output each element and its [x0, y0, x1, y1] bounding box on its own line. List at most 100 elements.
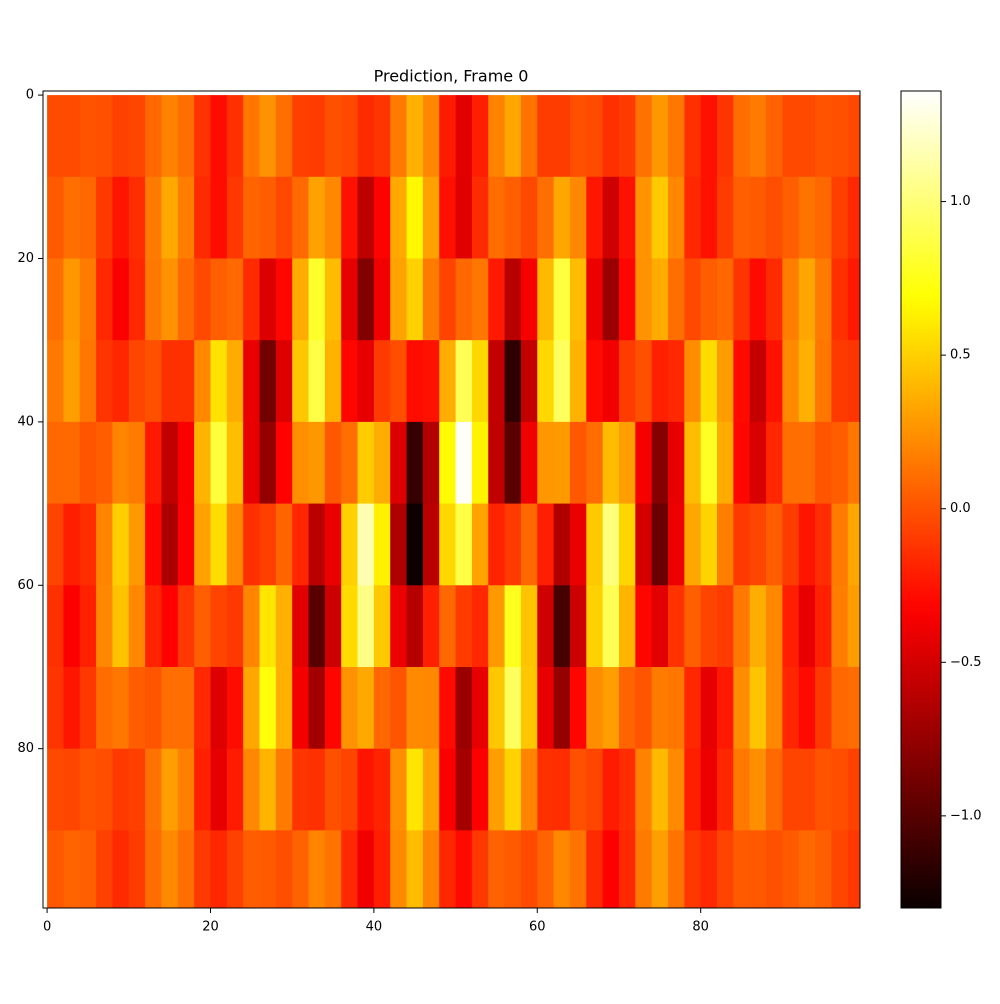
- heatmap-cell: [357, 666, 375, 750]
- heatmap-cell: [145, 176, 163, 260]
- heatmap-cell: [602, 830, 620, 908]
- heatmap-cell: [63, 748, 81, 831]
- heatmap-cell: [749, 503, 767, 586]
- heatmap-cell: [586, 830, 604, 908]
- heatmap-cell: [357, 748, 375, 831]
- heatmap-cell: [537, 748, 555, 831]
- heatmap-cell: [602, 340, 620, 423]
- heatmap-cell: [586, 95, 604, 178]
- heatmap-cell: [96, 258, 114, 341]
- heatmap-cell: [439, 176, 457, 260]
- heatmap-cell: [226, 258, 244, 341]
- heatmap-cell: [390, 585, 408, 668]
- heatmap-cell: [259, 666, 277, 750]
- heatmap-cell: [602, 95, 620, 178]
- heatmap-cell: [390, 176, 408, 260]
- heatmap-cell: [226, 421, 244, 505]
- heatmap-cell: [324, 748, 342, 831]
- heatmap-cell: [766, 503, 783, 586]
- heatmap-cell: [635, 748, 653, 831]
- heatmap-cell: [488, 258, 506, 341]
- heatmap-cell: [602, 258, 620, 341]
- heatmap-cell: [651, 421, 669, 505]
- heatmap-cell: [766, 748, 783, 831]
- heatmap-cell: [602, 421, 620, 505]
- heatmap-cell: [766, 176, 783, 260]
- heatmap-cell: [831, 340, 849, 423]
- heatmap-cell: [586, 503, 604, 586]
- heatmap-cell: [161, 258, 179, 341]
- heatmap-cell: [177, 585, 195, 668]
- heatmap-cell: [161, 666, 179, 750]
- heatmap-cell: [63, 176, 81, 260]
- heatmap-cell: [766, 340, 783, 423]
- heatmap-cell: [586, 748, 604, 831]
- heatmap-cell: [471, 421, 489, 505]
- heatmap-cell: [177, 666, 195, 750]
- colorbar-tick-label: −1.0: [950, 808, 982, 823]
- heatmap-cell: [831, 176, 849, 260]
- heatmap-cell: [161, 748, 179, 831]
- heatmap-cell: [815, 340, 833, 423]
- heatmap-cell: [488, 666, 506, 750]
- heatmap-cell: [831, 258, 849, 341]
- heatmap-cell: [717, 503, 734, 586]
- heatmap-cell: [537, 340, 555, 423]
- heatmap-cell: [324, 176, 342, 260]
- heatmap-cell: [471, 503, 489, 586]
- heatmap-cell: [504, 830, 522, 908]
- heatmap-cell: [471, 95, 489, 178]
- heatmap-cell: [292, 95, 310, 178]
- colorbar-tick-label: −0.5: [950, 655, 982, 670]
- heatmap-cell: [177, 176, 195, 260]
- heatmap-cell: [145, 258, 163, 341]
- heatmap-cell: [798, 748, 816, 831]
- heatmap-cell: [455, 176, 473, 260]
- heatmap-cell: [684, 748, 702, 831]
- heatmap-cell: [357, 258, 375, 341]
- heatmap-cell: [390, 95, 408, 178]
- heatmap-cell: [488, 176, 506, 260]
- heatmap-cell: [422, 95, 440, 178]
- heatmap-cell: [243, 421, 261, 505]
- heatmap-cell: [194, 748, 212, 831]
- heatmap-cell: [668, 830, 685, 908]
- heatmap-cell: [194, 340, 212, 423]
- heatmap-cell: [635, 95, 653, 178]
- heatmap-cell: [161, 503, 179, 586]
- heatmap-cell: [471, 176, 489, 260]
- heatmap-cell: [79, 340, 97, 423]
- heatmap-cell: [341, 258, 359, 341]
- heatmap-cell: [47, 95, 65, 178]
- heatmap-cell: [112, 176, 130, 260]
- heatmap-cell: [700, 340, 718, 423]
- heatmap-cell: [79, 666, 97, 750]
- heatmap-cell: [177, 340, 195, 423]
- heatmap-cell: [668, 585, 685, 668]
- heatmap-cell: [635, 666, 653, 750]
- heatmap-cell: [324, 666, 342, 750]
- heatmap-cell: [308, 585, 326, 668]
- heatmap-cell: [112, 95, 130, 178]
- heatmap-cell: [488, 748, 506, 831]
- heatmap-cell: [357, 503, 375, 586]
- heatmap-cell: [471, 585, 489, 668]
- heatmap-cell: [406, 95, 424, 178]
- heatmap-cell: [766, 421, 783, 505]
- heatmap-cell: [406, 748, 424, 831]
- heatmap-cell: [357, 585, 375, 668]
- heatmap-cell: [618, 258, 636, 341]
- heatmap-cell: [700, 95, 718, 178]
- heatmap-cell: [668, 503, 685, 586]
- heatmap-cell: [308, 421, 326, 505]
- heatmap-cell: [243, 666, 261, 750]
- heatmap-cell: [553, 340, 571, 423]
- heatmap-cell: [324, 830, 342, 908]
- heatmap-cell: [700, 585, 718, 668]
- heatmap-cell: [831, 748, 849, 831]
- heatmap-cell: [422, 421, 440, 505]
- heatmap-cell: [422, 666, 440, 750]
- heatmap-cell: [128, 748, 146, 831]
- heatmap-cell: [651, 585, 669, 668]
- heatmap-cell: [815, 95, 833, 178]
